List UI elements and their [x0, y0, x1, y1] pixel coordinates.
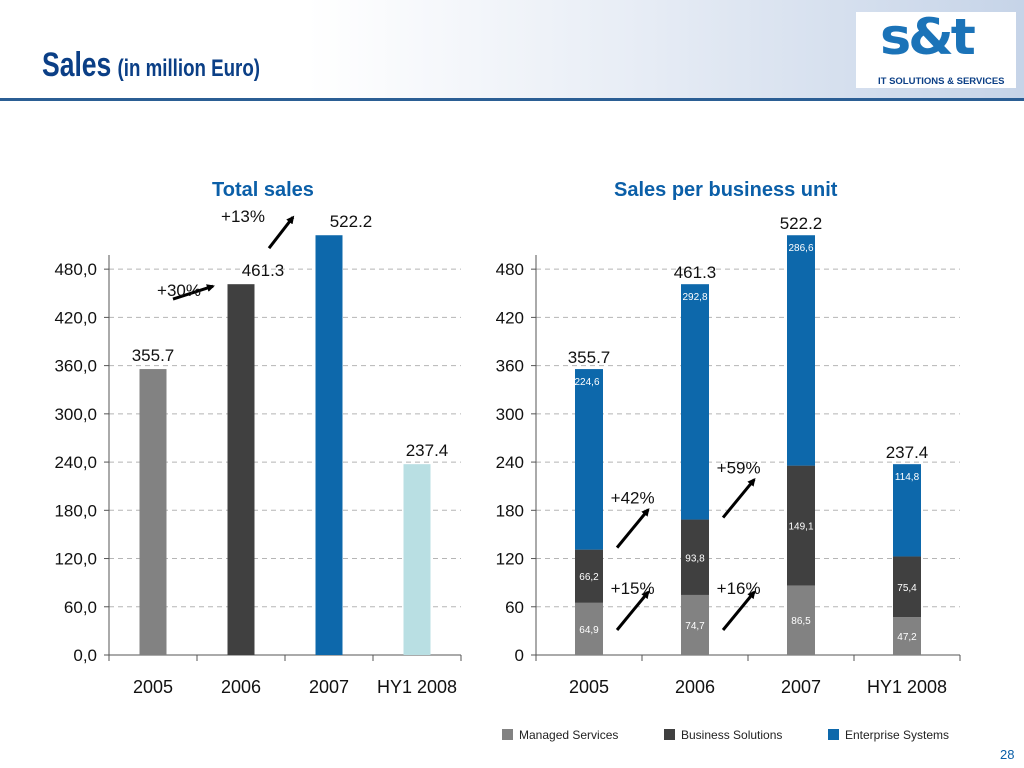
bar-segment-business-solutions: [575, 549, 603, 603]
bar-total-sales: [139, 369, 167, 655]
chart-title-total-sales: Total sales: [212, 179, 314, 201]
bar-total-label: 355.7: [568, 348, 611, 367]
x-tick-label: 2006: [675, 677, 715, 697]
y-tick-label: 120: [496, 550, 524, 569]
x-tick-label: 2007: [309, 677, 349, 697]
bar-value-label: 461.3: [242, 261, 285, 280]
growth-arrow: [615, 508, 650, 549]
y-tick-label: 120,0: [54, 550, 97, 569]
growth-label: +42%: [611, 489, 655, 508]
logo-tagline: IT SOLUTIONS & SERVICES: [878, 76, 1005, 87]
y-tick-label: 180,0: [54, 501, 97, 520]
bar-total-sales: [315, 235, 343, 655]
header-divider: [0, 98, 1024, 101]
bar-segment-managed-services: [575, 602, 603, 655]
growth-arrow: [615, 590, 650, 631]
segment-value-label: 64,9: [579, 625, 599, 636]
y-tick-label: 0: [515, 646, 524, 665]
bar-segment-business-solutions: [681, 519, 709, 595]
growth-label: +16%: [717, 579, 761, 598]
bar-value-label: 355.7: [132, 346, 175, 365]
y-tick-label: 420,0: [54, 308, 97, 327]
segment-value-label: 149,1: [788, 522, 813, 533]
y-tick-label: 480,0: [54, 260, 97, 279]
bar-segment-enterprise-systems: [787, 235, 815, 466]
bar-segment-managed-services: [681, 594, 709, 655]
title-main: Sales: [42, 46, 112, 84]
bar-segment-business-solutions: [787, 465, 815, 586]
legend-swatch: [828, 729, 839, 740]
x-tick-label: 2006: [221, 677, 261, 697]
segment-value-label: 224,6: [574, 377, 599, 388]
x-tick-label: 2005: [133, 677, 173, 697]
legend-label: Managed Services: [519, 728, 619, 742]
segment-value-label: 286,6: [788, 243, 813, 254]
logo-wordmark: s&t: [880, 8, 976, 66]
x-tick-label: HY1 2008: [867, 677, 947, 697]
bar-segment-enterprise-systems: [681, 284, 709, 520]
y-tick-label: 300,0: [54, 405, 97, 424]
segment-value-label: 86,5: [791, 616, 811, 627]
legend-item-business-solutions: Business Solutions: [664, 728, 782, 742]
growth-arrow: [267, 215, 295, 250]
growth-arrow: [721, 478, 756, 519]
bar-total-sales: [403, 464, 431, 655]
segment-value-label: 74,7: [685, 621, 705, 632]
y-tick-label: 360: [496, 357, 524, 376]
bar-segment-enterprise-systems: [575, 369, 603, 550]
growth-label: +13%: [221, 207, 265, 226]
x-tick-label: 2005: [569, 677, 609, 697]
bar-total-sales: [227, 284, 255, 655]
page-title: Sales (in million Euro): [42, 46, 260, 85]
y-tick-label: 60: [505, 598, 524, 617]
bar-segment-managed-services: [787, 585, 815, 655]
page-number: 28: [1000, 747, 1015, 762]
x-tick-label: HY1 2008: [377, 677, 457, 697]
segment-value-label: 114,8: [895, 472, 920, 483]
segment-value-label: 292,8: [682, 292, 707, 303]
bar-segment-enterprise-systems: [893, 464, 921, 557]
y-tick-label: 0,0: [73, 646, 97, 665]
legend-swatch: [664, 729, 675, 740]
bar-total-label: 461.3: [674, 263, 717, 282]
header-banner: [0, 0, 1024, 100]
legend-item-managed-services: Managed Services: [502, 728, 618, 742]
bar-segment-business-solutions: [893, 556, 921, 618]
growth-arrow: [172, 284, 215, 301]
growth-label: +15%: [611, 579, 655, 598]
y-tick-label: 480: [496, 260, 524, 279]
company-logo: s&t IT SOLUTIONS & SERVICES: [856, 8, 1016, 88]
y-tick-label: 60,0: [64, 598, 97, 617]
y-tick-label: 180: [496, 501, 524, 520]
y-tick-label: 300: [496, 405, 524, 424]
title-subtitle: (in million Euro): [117, 55, 261, 82]
growth-arrow: [721, 590, 756, 631]
bar-total-label: 522.2: [780, 214, 823, 233]
y-tick-label: 240: [496, 453, 524, 472]
growth-label: +30%: [157, 281, 201, 300]
bar-value-label: 522.2: [330, 212, 373, 231]
y-tick-label: 240,0: [54, 453, 97, 472]
y-tick-label: 420: [496, 308, 524, 327]
segment-value-label: 75,4: [897, 583, 917, 594]
legend-label: Enterprise Systems: [845, 728, 950, 742]
segment-value-label: 93,8: [685, 553, 705, 564]
chart-title-business-unit: Sales per business unit: [614, 179, 838, 201]
y-tick-label: 360,0: [54, 357, 97, 376]
growth-label: +59%: [717, 459, 761, 478]
segment-value-label: 66,2: [579, 572, 599, 583]
x-tick-label: 2007: [781, 677, 821, 697]
legend-item-enterprise-systems: Enterprise Systems: [828, 728, 949, 742]
bar-value-label: 237.4: [406, 441, 449, 460]
legend-swatch: [502, 729, 513, 740]
segment-value-label: 47,2: [897, 632, 917, 643]
bar-total-label: 237.4: [886, 443, 929, 462]
legend-label: Business Solutions: [681, 728, 783, 742]
bar-segment-managed-services: [893, 617, 921, 655]
